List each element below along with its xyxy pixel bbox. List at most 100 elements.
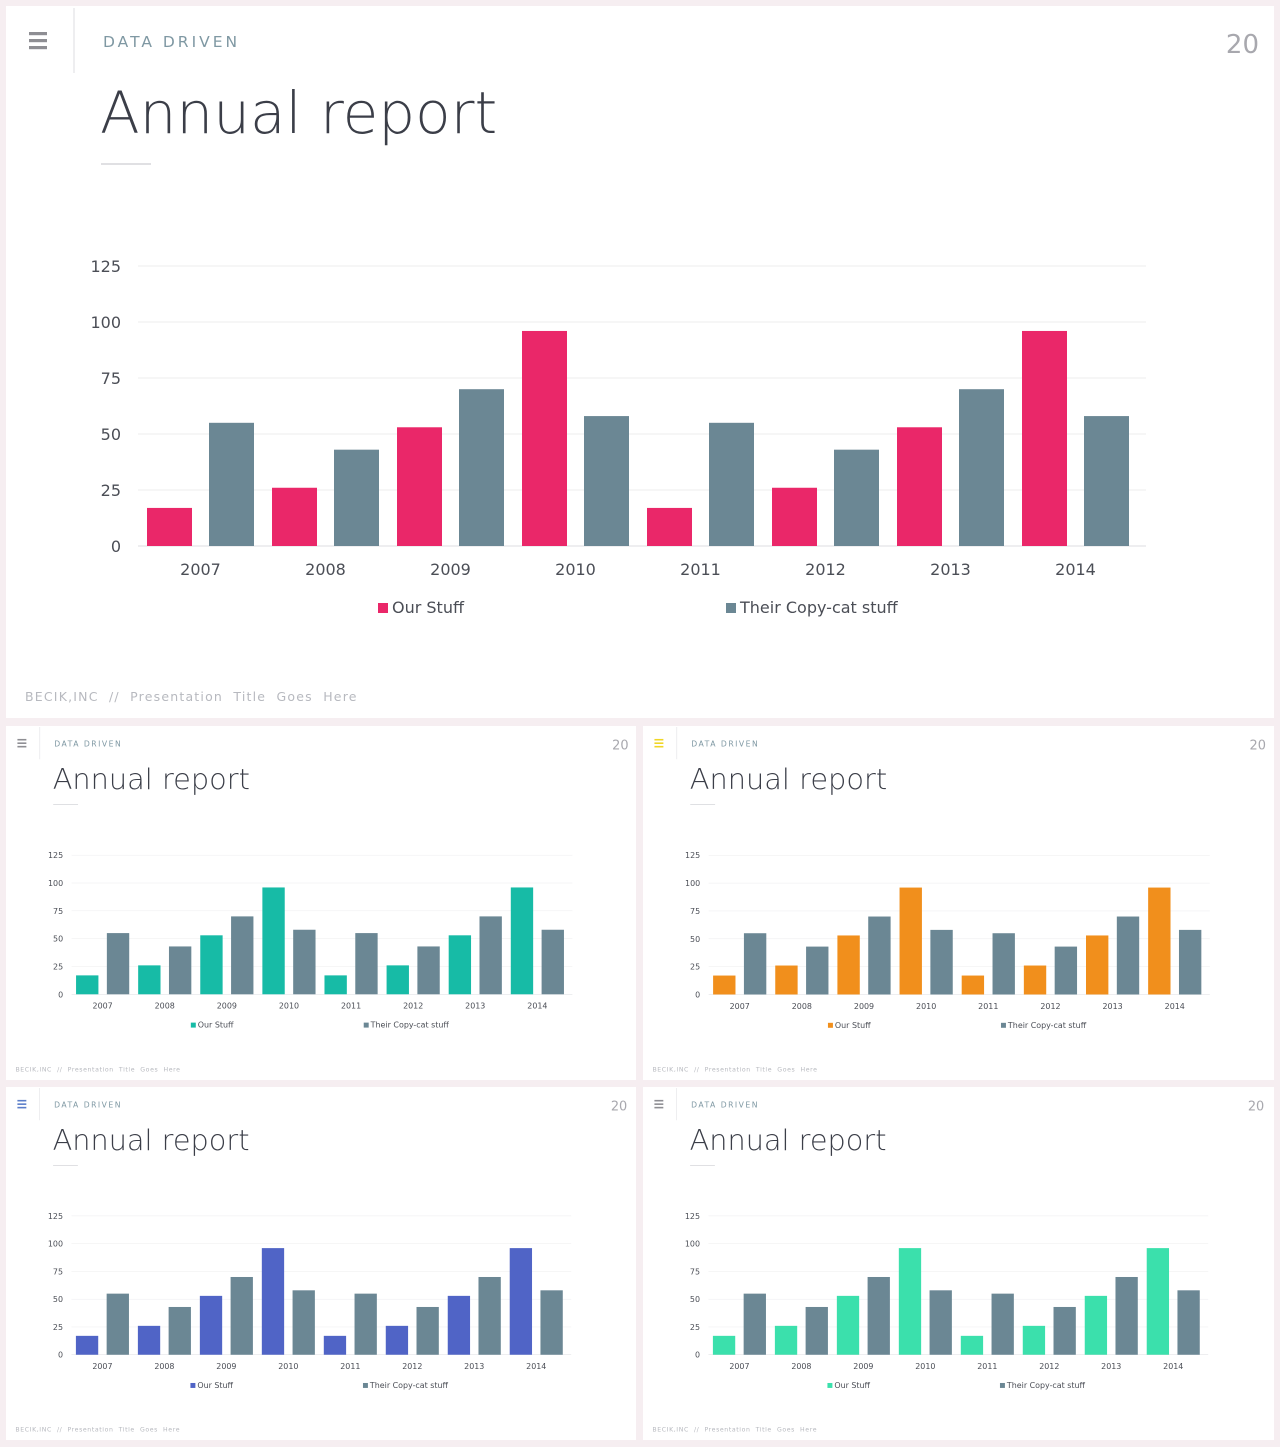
bar-our-stuff	[1084, 1295, 1108, 1355]
slide-canvas: DATA DRIVEN 20 Annual report 0 25 50 75 100 125 2…	[25, 8, 1259, 704]
x-tick-label: 2014	[526, 1362, 546, 1371]
bar-their-copy-cat-stuff	[334, 449, 379, 546]
section-label: DATA DRIVEN	[691, 1100, 759, 1109]
bar-chart: 0 25 50 75 100 125 2007 2008 2009 2010 2011 2012 201…	[48, 851, 573, 1030]
x-tick-label: 2007	[92, 1362, 112, 1371]
slide-title: Annual report	[690, 762, 887, 796]
x-tick-label: 2014	[527, 1002, 547, 1011]
slide-thumbnail-blue[interactable]: DATA DRIVEN 20 Annual report 0 25 50 75 100 125 2…	[6, 1087, 636, 1440]
bar-our-stuff	[774, 1325, 798, 1355]
bar-our-stuff	[137, 1325, 161, 1355]
y-tick-label: 50	[101, 425, 121, 444]
x-tick-label: 2008	[792, 1002, 812, 1011]
chart-legend: Our Stuff Their Copy-cat stuff	[378, 598, 899, 617]
chart-legend: Our Stuff Their Copy-cat stuff	[190, 1021, 450, 1030]
bar-their-copy-cat-stuff	[417, 946, 440, 995]
bar-their-copy-cat-stuff	[292, 1290, 315, 1355]
x-tick-label: 2008	[791, 1362, 811, 1371]
y-tick-label: 75	[53, 1267, 63, 1276]
legend-swatch	[378, 603, 388, 613]
slide-canvas: DATA DRIVEN 20 Annual report 0 25 50 75 100 125 2…	[652, 726, 1266, 1074]
slide-footer: BECIK,INC // Presentation Title Goes Her…	[652, 1427, 817, 1434]
y-tick-label: 25	[101, 481, 121, 500]
page-number: 20	[1248, 1099, 1264, 1114]
bar-our-stuff	[324, 975, 347, 995]
slide-thumbnail-mint[interactable]: DATA DRIVEN 20 Annual report 0 25 50 75 100 125 2…	[643, 1087, 1274, 1440]
slide-title: Annual report	[690, 1123, 887, 1157]
y-tick-label: 75	[690, 1267, 700, 1276]
y-tick-label: 50	[53, 935, 63, 944]
slide-footer: BECIK,INC // Presentation Title Goes Her…	[652, 1067, 817, 1074]
legend-label: Our Stuff	[197, 1381, 233, 1390]
slide-title: Annual report	[53, 1123, 250, 1157]
bar-chart: 0 25 50 75 100 125 2007 2008 2009 2010 2011 2012 201…	[685, 1212, 1209, 1390]
bar-our-stuff	[647, 507, 692, 546]
bar-their-copy-cat-stuff	[929, 1290, 952, 1355]
menu-icon[interactable]	[654, 1099, 664, 1109]
x-tick-label: 2013	[1102, 1002, 1122, 1011]
slide-main: DATA DRIVEN 20 Annual report 0 25 50 75 100 125 2…	[6, 6, 1274, 718]
x-tick-label: 2009	[853, 1362, 873, 1371]
slide-thumbnail-teal[interactable]: DATA DRIVEN 20 Annual report 0 25 50 75 100 125 2…	[6, 726, 636, 1080]
y-tick-label: 50	[690, 1295, 700, 1304]
y-tick-label: 100	[48, 879, 63, 888]
slide-canvas: DATA DRIVEN 20 Annual report 0 25 50 75 100 125 2…	[15, 1087, 627, 1434]
y-tick-label: 0	[695, 990, 700, 999]
page-number: 20	[611, 1099, 627, 1114]
y-tick-label: 100	[685, 1240, 700, 1249]
y-tick-label: 100	[685, 879, 700, 888]
bar-our-stuff	[836, 1295, 860, 1355]
legend-label: Our Stuff	[835, 1021, 871, 1030]
bar-their-copy-cat-stuff	[168, 946, 192, 995]
x-tick-label: 2009	[854, 1002, 874, 1011]
x-tick-label: 2007	[180, 560, 221, 579]
slide-title: Annual report	[100, 79, 497, 147]
y-tick-label: 50	[53, 1295, 63, 1304]
y-tick-label: 0	[111, 537, 121, 556]
x-tick-label: 2011	[680, 560, 721, 579]
x-tick-label: 2011	[340, 1362, 360, 1371]
x-tick-label: 2009	[430, 560, 471, 579]
bar-their-copy-cat-stuff	[959, 389, 1004, 546]
bar-their-copy-cat-stuff	[1116, 916, 1140, 995]
legend-swatch	[1000, 1022, 1006, 1028]
slide-footer: BECIK,INC // Presentation Title Goes Her…	[25, 689, 358, 704]
bar-their-copy-cat-stuff	[1054, 946, 1078, 995]
bar-our-stuff	[899, 887, 922, 995]
menu-icon[interactable]	[17, 1099, 27, 1109]
bar-their-copy-cat-stuff	[355, 933, 378, 995]
menu-icon[interactable]	[29, 32, 47, 50]
slide-footer: BECIK,INC // Presentation Title Goes Her…	[15, 1427, 180, 1434]
y-tick-label: 25	[53, 962, 63, 971]
bar-their-copy-cat-stuff	[805, 1306, 828, 1355]
bar-our-stuff	[323, 1335, 347, 1355]
bar-their-copy-cat-stuff	[459, 389, 504, 546]
y-tick-label: 25	[690, 963, 700, 972]
bar-our-stuff	[261, 1248, 285, 1355]
x-tick-label: 2011	[341, 1002, 361, 1011]
menu-icon[interactable]	[17, 738, 27, 748]
menu-icon[interactable]	[654, 738, 664, 748]
bar-our-stuff	[509, 1248, 533, 1355]
section-label: DATA DRIVEN	[103, 33, 240, 51]
x-tick-label: 2010	[279, 1002, 299, 1011]
bar-their-copy-cat-stuff	[868, 916, 891, 995]
bar-our-stuff	[262, 887, 285, 995]
legend-label: Their Copy-cat stuff	[1007, 1021, 1087, 1030]
bar-our-stuff	[775, 965, 798, 995]
bar-our-stuff	[1146, 1248, 1170, 1355]
x-tick-label: 2012	[403, 1002, 423, 1011]
bar-their-copy-cat-stuff	[867, 1276, 890, 1355]
bar-our-stuff	[199, 1295, 223, 1355]
bar-their-copy-cat-stuff	[709, 422, 754, 546]
legend-label: Their Copy-cat stuff	[739, 598, 899, 617]
slide-title: Annual report	[53, 762, 250, 796]
bar-their-copy-cat-stuff	[231, 916, 254, 995]
slide-footer: BECIK,INC // Presentation Title Goes Her…	[15, 1066, 180, 1073]
slide-thumbnail-orange[interactable]: DATA DRIVEN 20 Annual report 0 25 50 75 100 125 2…	[643, 726, 1274, 1080]
legend-label: Their Copy-cat stuff	[370, 1021, 450, 1030]
bar-our-stuff	[138, 965, 161, 995]
bar-our-stuff	[385, 1325, 409, 1355]
legend-swatch	[362, 1382, 368, 1388]
bar-their-copy-cat-stuff	[106, 1293, 129, 1355]
